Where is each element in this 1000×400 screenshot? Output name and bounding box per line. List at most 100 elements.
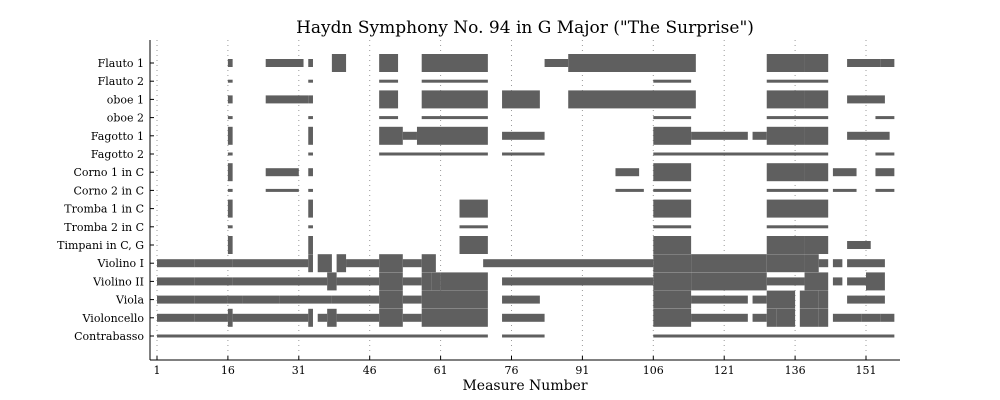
note-span: [157, 259, 195, 268]
note-span: [379, 116, 399, 120]
x-tick-label: 91: [575, 364, 589, 377]
note-span: [308, 126, 313, 145]
note-span: [421, 116, 488, 120]
note-span: [157, 313, 195, 322]
note-span: [653, 188, 692, 192]
note-span: [308, 308, 313, 327]
note-span: [317, 254, 332, 273]
instrument-label: Violoncello: [82, 312, 145, 325]
note-span: [421, 79, 488, 83]
note-span: [265, 188, 299, 192]
note-span: [336, 277, 380, 286]
note-span: [766, 54, 805, 72]
note-span: [766, 277, 805, 286]
note-span: [653, 225, 692, 229]
note-span: [379, 126, 403, 145]
note-span: [227, 95, 233, 104]
note-span: [402, 277, 422, 286]
note-span: [308, 225, 313, 229]
note-span: [799, 290, 819, 309]
note-span: [615, 168, 640, 177]
note-span: [502, 295, 540, 304]
note-span: [227, 188, 233, 192]
instrument-label: Fagotto 1: [91, 130, 144, 143]
note-span: [653, 308, 692, 327]
instrument-label: Corno 1 in C: [73, 166, 144, 179]
note-span: [847, 131, 890, 140]
instrument-label: oboe 1: [107, 93, 144, 106]
note-span: [502, 277, 654, 286]
note-span: [866, 59, 881, 67]
note-span: [615, 188, 644, 192]
note-span: [653, 272, 692, 291]
instrument-label: Tromba 1 in C: [64, 203, 144, 216]
note-span: [502, 334, 545, 338]
note-span: [227, 59, 233, 67]
instrument-label: Contrabasso: [74, 330, 144, 343]
note-span: [346, 259, 380, 268]
note-span: [227, 225, 233, 229]
note-span: [502, 90, 540, 109]
note-span: [232, 277, 328, 286]
note-span: [379, 54, 399, 72]
chart-title: Haydn Symphony No. 94 in G Major ("The S…: [296, 18, 754, 38]
instrument-label: Violino II: [92, 275, 144, 288]
note-span: [766, 254, 805, 273]
note-span: [327, 308, 337, 327]
note-span: [875, 168, 895, 177]
note-span: [804, 126, 829, 145]
x-axis-ticks: 1 16 31 46 61 76 91 106 121 136 151: [154, 356, 877, 377]
note-span: [227, 308, 233, 327]
note-span: [766, 163, 805, 182]
note-span: [847, 295, 866, 304]
note-span: [766, 188, 829, 192]
note-span: [308, 199, 313, 218]
note-span: [379, 308, 403, 327]
note-span: [847, 241, 871, 249]
note-span: [568, 90, 696, 109]
note-span: [880, 313, 895, 322]
instrument-label: Timpani in C, G: [57, 239, 144, 252]
note-span: [818, 259, 829, 268]
note-span: [832, 259, 843, 268]
instrument-label: Tromba 2 in C: [64, 221, 144, 234]
x-tick-label: 16: [221, 364, 235, 377]
note-span: [227, 152, 233, 156]
note-span: [459, 236, 488, 254]
x-tick-label: 151: [856, 364, 877, 377]
note-span: [227, 116, 233, 120]
note-span: [804, 163, 829, 182]
note-span: [421, 54, 488, 72]
note-span: [194, 313, 228, 322]
note-span: [265, 59, 304, 67]
note-span: [752, 295, 767, 304]
note-span: [279, 295, 332, 304]
instrument-label: Fagotto 2: [91, 148, 144, 161]
x-tick-label: 76: [505, 364, 519, 377]
note-span: [804, 90, 829, 109]
note-span: [317, 313, 328, 322]
x-tick-label: 1: [154, 364, 161, 377]
note-span: [766, 79, 829, 83]
x-tick-label: 121: [714, 364, 735, 377]
note-span: [653, 79, 692, 83]
note-span: [308, 254, 313, 273]
note-span: [804, 254, 819, 273]
note-span: [847, 277, 866, 286]
note-span: [194, 277, 233, 286]
note-span: [544, 59, 569, 67]
note-span: [766, 199, 829, 218]
note-span: [227, 199, 233, 218]
instrument-label: Flauto 2: [98, 75, 144, 88]
note-span: [653, 254, 692, 273]
note-span: [431, 272, 441, 291]
note-span: [847, 95, 885, 104]
note-span: [653, 126, 692, 145]
note-span: [799, 308, 819, 327]
note-span: [691, 313, 748, 322]
x-tick-label: 46: [363, 364, 377, 377]
note-span: [766, 116, 829, 120]
note-span: [194, 259, 233, 268]
note-span: [804, 54, 829, 72]
